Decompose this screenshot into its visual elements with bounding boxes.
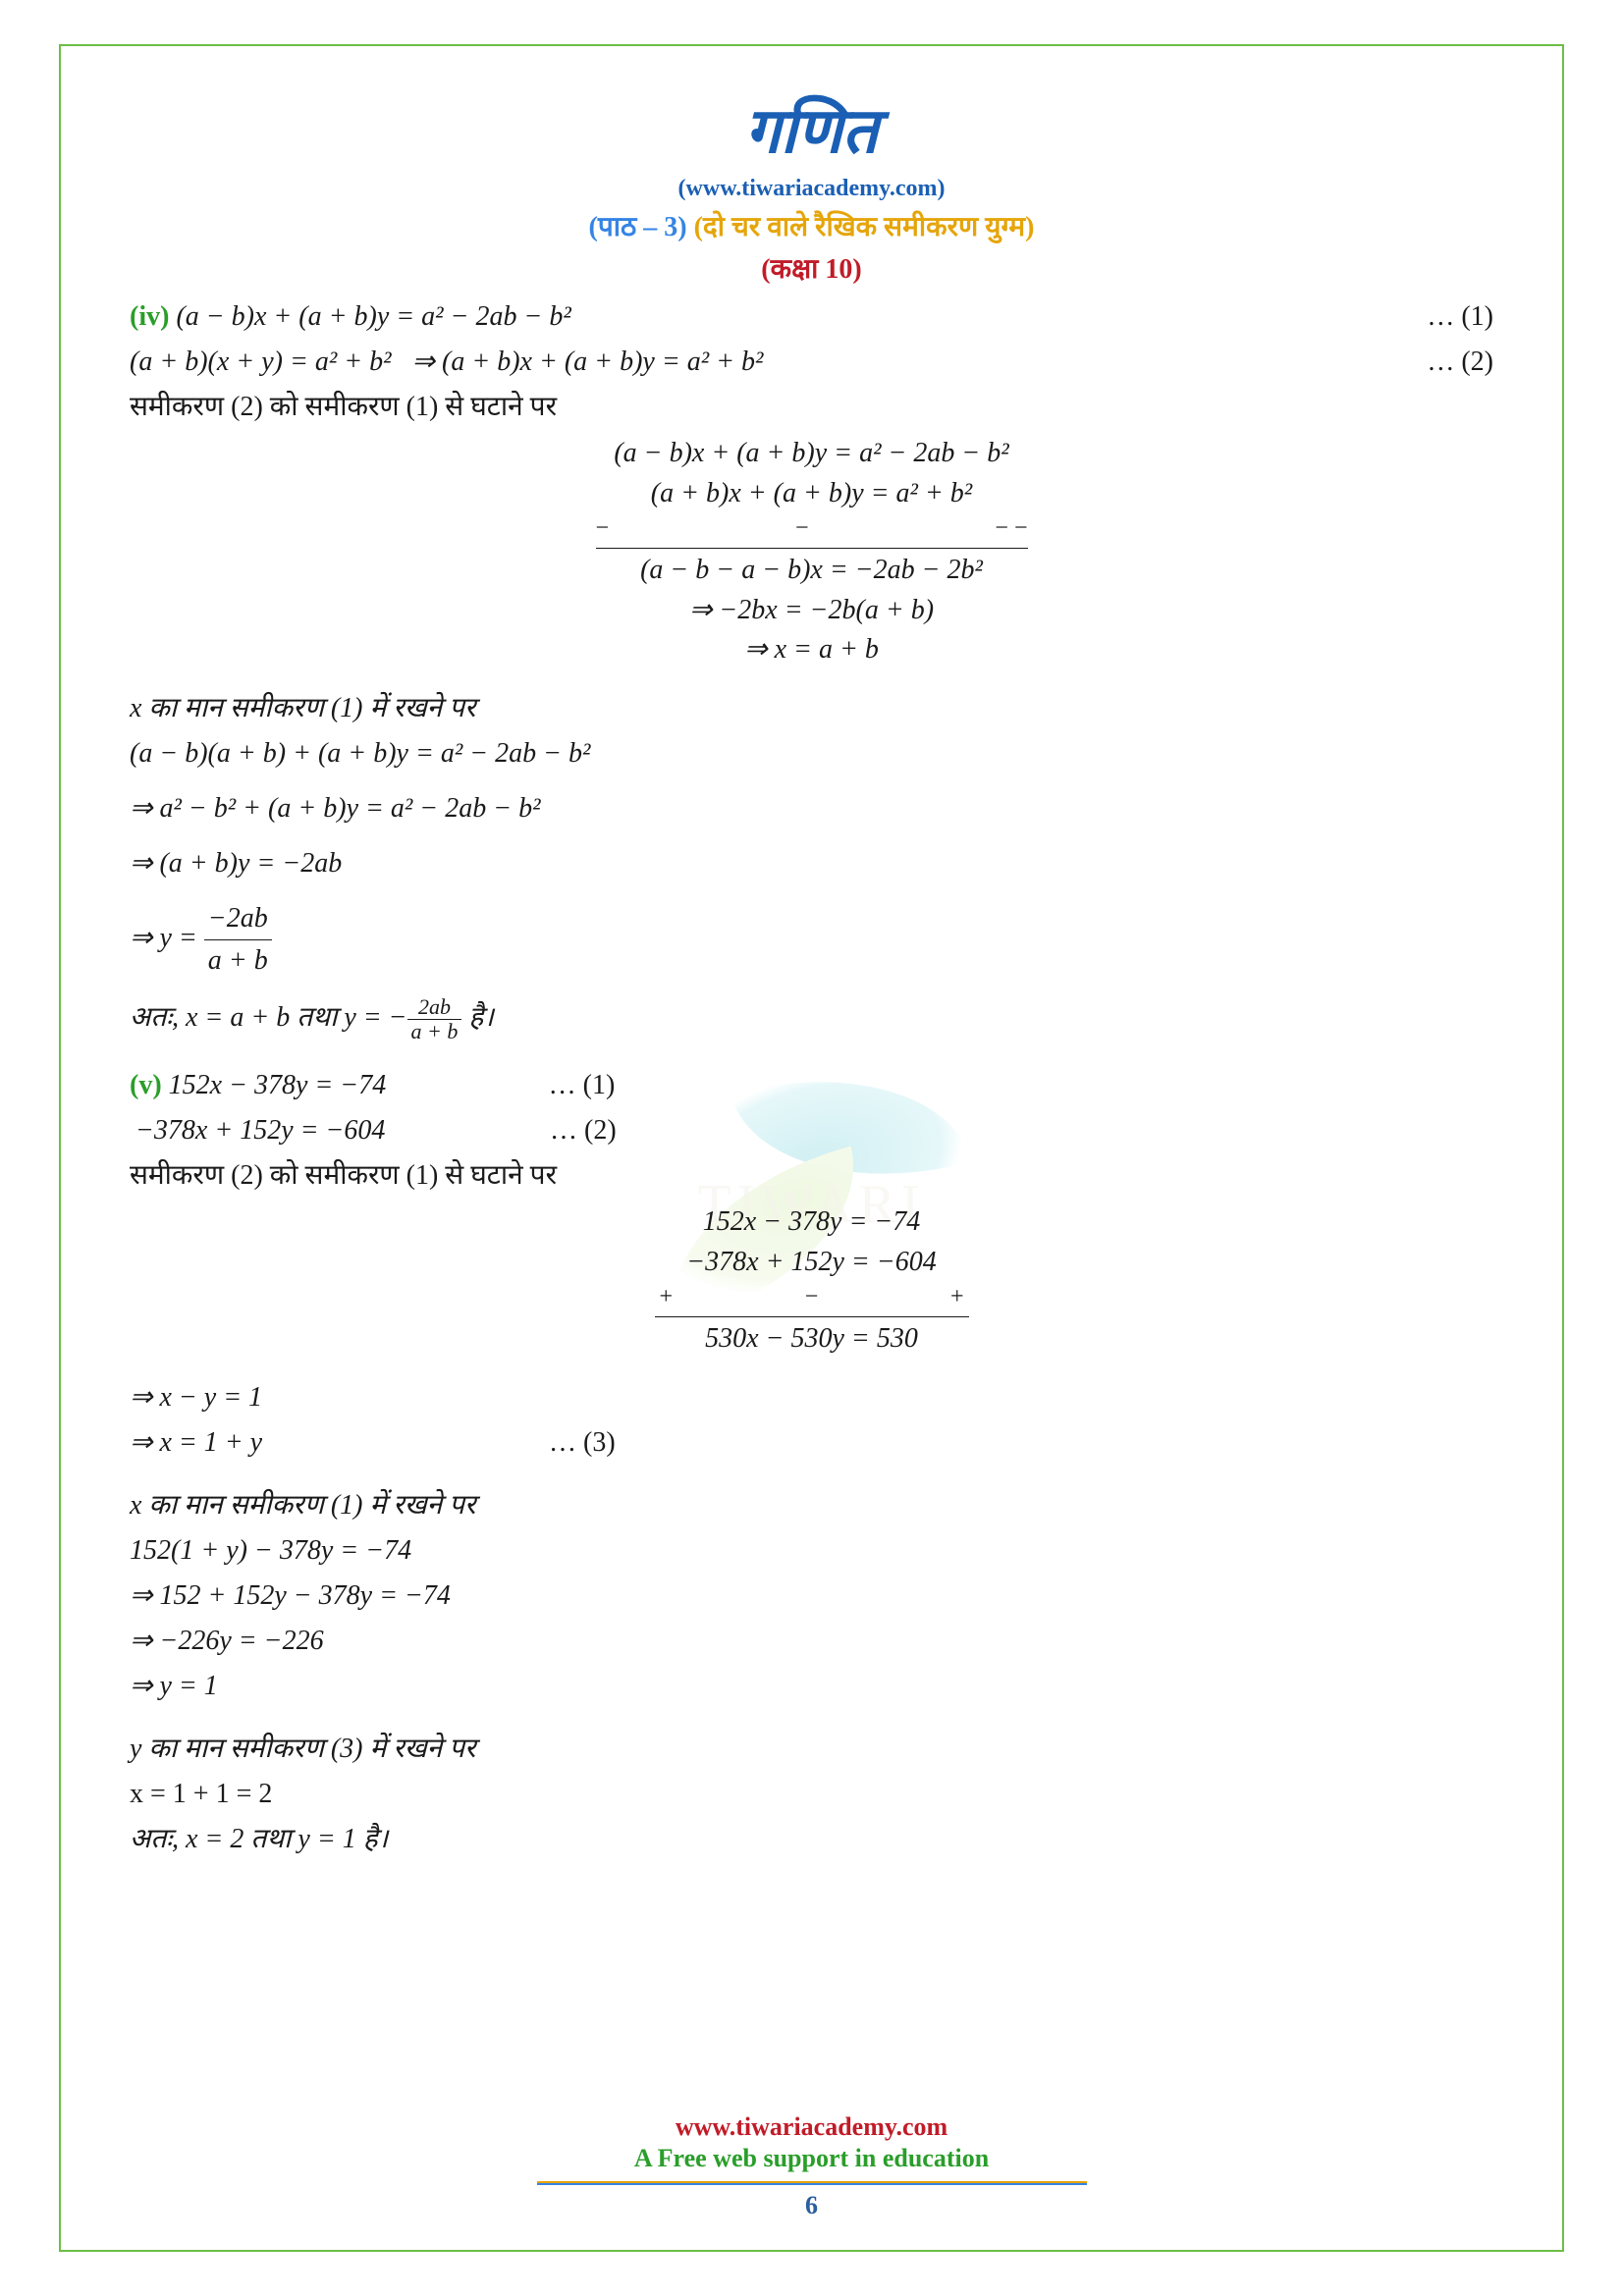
- footer-url: www.tiwariacademy.com: [61, 2112, 1562, 2142]
- q4-sub2: ⇒ a² − b² + (a + b)y = a² − 2ab − b²: [130, 788, 1493, 829]
- q5-eq2: −378x + 152y = −604 … (2): [130, 1110, 1493, 1151]
- q4-working: (a − b)x + (a + b)y = a² − 2ab − b² (a +…: [130, 434, 1493, 670]
- chapter-name: (दो चर वाले रैखिक समीकरण युग्म): [694, 212, 1035, 242]
- q5-eq2-label: … (2): [550, 1110, 617, 1151]
- q5-s2-l3: ⇒ −226y = −226: [130, 1621, 1493, 1662]
- website-url: (www.tiwariacademy.com): [130, 176, 1493, 202]
- q4-step2: x का मान समीकरण (1) में रखने पर: [130, 688, 1493, 729]
- eq-label-2: … (2): [1427, 342, 1493, 383]
- q4-sub3: ⇒ (a + b)y = −2ab: [130, 843, 1493, 884]
- q4-final: अतः, x = a + b तथा y = − 2ab a + b है।: [130, 995, 1493, 1043]
- q5-eq1: (v) 152x − 378y = −74 … (1): [130, 1065, 1493, 1106]
- footer-tagline: A Free web support in education: [61, 2144, 1562, 2173]
- subject-title: गणित: [130, 85, 1493, 171]
- q5-eq3-label: … (3): [549, 1422, 616, 1464]
- q5-final: अतः, x = 2 तथा y = 1 है।: [130, 1819, 1493, 1860]
- q4-step1: समीकरण (2) को समीकरण (1) से घटाने पर: [130, 387, 1493, 428]
- q5-s2: ⇒ x = 1 + y … (3): [130, 1422, 1493, 1464]
- q5-s2-l2: ⇒ 152 + 152y − 378y = −74: [130, 1575, 1493, 1617]
- main-content: (iv) (a − b)x + (a + b)y = a² − 2ab − b²…: [130, 296, 1493, 1860]
- q5-step2: x का मान समीकरण (1) में रखने पर: [130, 1485, 1493, 1526]
- q4-sub1: (a − b)(a + b) + (a + b)y = a² − 2ab − b…: [130, 733, 1493, 774]
- q4-number: (iv): [130, 301, 169, 332]
- class-label: (कक्षा 10): [130, 249, 1493, 287]
- page-footer: www.tiwariacademy.com A Free web support…: [61, 2112, 1562, 2220]
- q5-eq1-label: … (1): [549, 1065, 616, 1106]
- q5-s1: ⇒ x − y = 1: [130, 1377, 1493, 1418]
- q5-working: 152x − 378y = −74 −378x + 152y = −604 + …: [130, 1202, 1493, 1360]
- chapter-number: (पाठ – 3): [589, 212, 687, 242]
- q5-number: (v): [130, 1070, 162, 1100]
- q5-s3-l1: x = 1 + 1 = 2: [130, 1774, 1493, 1815]
- footer-divider: [537, 2183, 1087, 2185]
- page-header: गणित (www.tiwariacademy.com) (पाठ – 3) (…: [130, 85, 1493, 287]
- q4-eq1: (iv) (a − b)x + (a + b)y = a² − 2ab − b²…: [130, 296, 1493, 338]
- q5-s2-l4: ⇒ y = 1: [130, 1666, 1493, 1707]
- q5-step3: y का मान समीकरण (3) में रखने पर: [130, 1729, 1493, 1770]
- eq-label-1: … (1): [1427, 296, 1493, 338]
- chapter-line: (पाठ – 3) (दो चर वाले रैखिक समीकरण युग्म…: [130, 207, 1493, 244]
- q4-eq2: (a + b)(x + y) = a² + b² ⇒ (a + b)x + (a…: [130, 342, 1493, 383]
- q4-sub4: ⇒ y = −2ab a + b: [130, 898, 1493, 982]
- q5-step1: समीकरण (2) को समीकरण (1) से घटाने पर: [130, 1155, 1493, 1197]
- q5-s2-l1: 152(1 + y) − 378y = −74: [130, 1530, 1493, 1572]
- page-number: 6: [61, 2191, 1562, 2220]
